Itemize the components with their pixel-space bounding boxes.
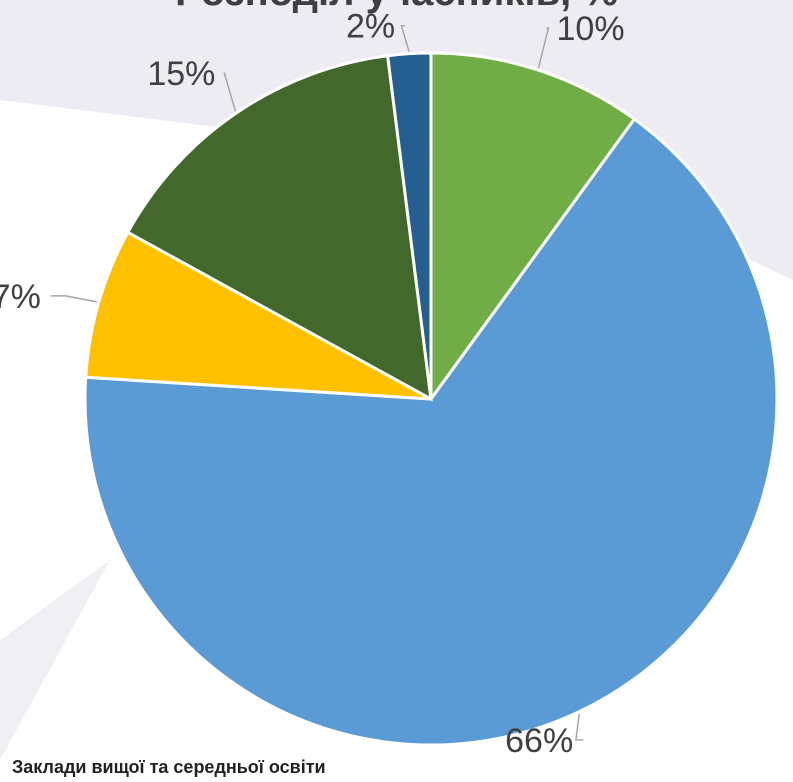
leader-line — [400, 24, 410, 52]
background-shape-left — [0, 560, 110, 760]
leader-line — [223, 72, 237, 112]
data-label: 7% — [0, 278, 41, 316]
data-label: 66% — [505, 722, 573, 760]
data-label: 15% — [147, 55, 215, 93]
pie-slice — [83, 116, 779, 747]
leader-line — [537, 27, 550, 69]
pie-slice — [429, 51, 637, 404]
leader-line — [50, 295, 97, 303]
data-label: 10% — [557, 10, 625, 48]
chart-title: Розподіл учасників, % — [0, 0, 793, 15]
leader-line — [575, 713, 584, 741]
pie-slice — [385, 51, 433, 400]
data-label: 2% — [346, 8, 395, 46]
legend-entry: Заклади вищої та середньої освіти — [12, 757, 326, 777]
pie-slice — [84, 230, 432, 401]
pie-slice — [125, 54, 433, 402]
